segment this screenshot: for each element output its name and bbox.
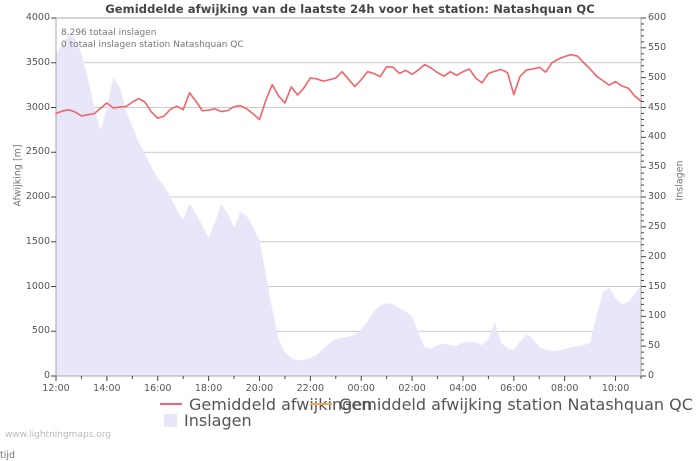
x-axis-tick: 20:00 (245, 383, 274, 394)
y-axis-right-tick: 450 (648, 101, 667, 113)
y-axis-right-tick: 500 (648, 71, 667, 83)
y-axis-left-tick: 0 (43, 370, 50, 381)
annotation-total-strikes: 8.296 totaal inslagen (61, 28, 157, 38)
legend-item-deviation[interactable]: Gemiddeld afwijkingen (160, 395, 372, 414)
x-axis-tick: 14:00 (93, 383, 121, 394)
y-axis-left-tick: 3500 (25, 56, 50, 68)
x-axis-tick: 04:00 (449, 383, 477, 394)
y-axis-right-tick: 400 (648, 131, 667, 143)
y-axis-left-tick: 2500 (25, 146, 50, 158)
legend-label-deviation: Gemiddeld afwijkingen (189, 395, 373, 414)
annotation-station-strikes: 0 totaal inslagen station Natashquan QC (61, 40, 244, 50)
y-axis-right-tick: 350 (648, 161, 667, 173)
y-axis-left-tick: 2000 (25, 191, 50, 202)
legend-label-strikes: Inslagen (184, 411, 252, 430)
legend-label-station: Gemiddeld afwijking station Natashquan Q… (339, 395, 693, 414)
y-axis-right-label: Inslagen (674, 160, 686, 201)
y-axis-right-tick: 0 (648, 370, 655, 381)
x-axis-tick: 12:00 (42, 383, 70, 394)
x-axis-tick: 00:00 (347, 383, 375, 394)
x-axis-label: tijd (0, 450, 16, 461)
legend-line-swatch-deviation (160, 402, 182, 405)
x-axis-tick: 16:00 (144, 383, 172, 394)
y-axis-left-tick: 1000 (25, 280, 50, 292)
y-axis-right-tick: 150 (648, 280, 667, 292)
legend-item-station[interactable]: Gemiddeld afwijking station Natashquan Q… (310, 395, 693, 414)
y-axis-left-tick: 1500 (25, 235, 50, 247)
x-axis-tick: 02:00 (398, 383, 426, 394)
x-axis-tick: 18:00 (194, 383, 223, 394)
y-axis-right-tick: 300 (648, 191, 667, 202)
page-title: Gemiddelde afwijking van de laatste 24h … (105, 2, 595, 16)
y-axis-right-tick: 600 (648, 12, 667, 23)
x-axis-tick: 06:00 (500, 383, 528, 394)
y-axis-left-tick: 4000 (25, 12, 50, 23)
x-axis-tick: 08:00 (550, 383, 579, 394)
y-axis-left-tick: 500 (31, 325, 50, 337)
legend-area-swatch-strikes (164, 414, 177, 427)
y-axis-right-tick: 250 (648, 220, 667, 232)
chart-plot-area (51, 17, 646, 381)
legend-line-swatch-station (310, 402, 332, 405)
y-axis-right-tick: 50 (648, 340, 661, 352)
y-axis-right-tick: 200 (648, 250, 667, 262)
y-axis-right-tick: 100 (648, 310, 667, 322)
y-axis-right-tick: 550 (648, 41, 667, 53)
x-axis-tick: 22:00 (296, 383, 325, 394)
legend-item-strikes[interactable]: Inslagen (160, 411, 252, 430)
x-axis-tick: 10:00 (601, 383, 630, 394)
y-axis-left-tick: 3000 (25, 101, 50, 113)
footer-url: www.lightningmaps.org (5, 430, 111, 440)
